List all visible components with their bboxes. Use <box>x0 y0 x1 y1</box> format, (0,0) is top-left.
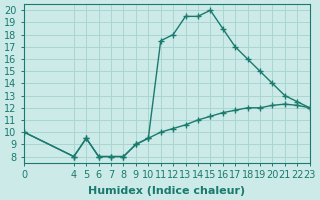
X-axis label: Humidex (Indice chaleur): Humidex (Indice chaleur) <box>88 186 245 196</box>
